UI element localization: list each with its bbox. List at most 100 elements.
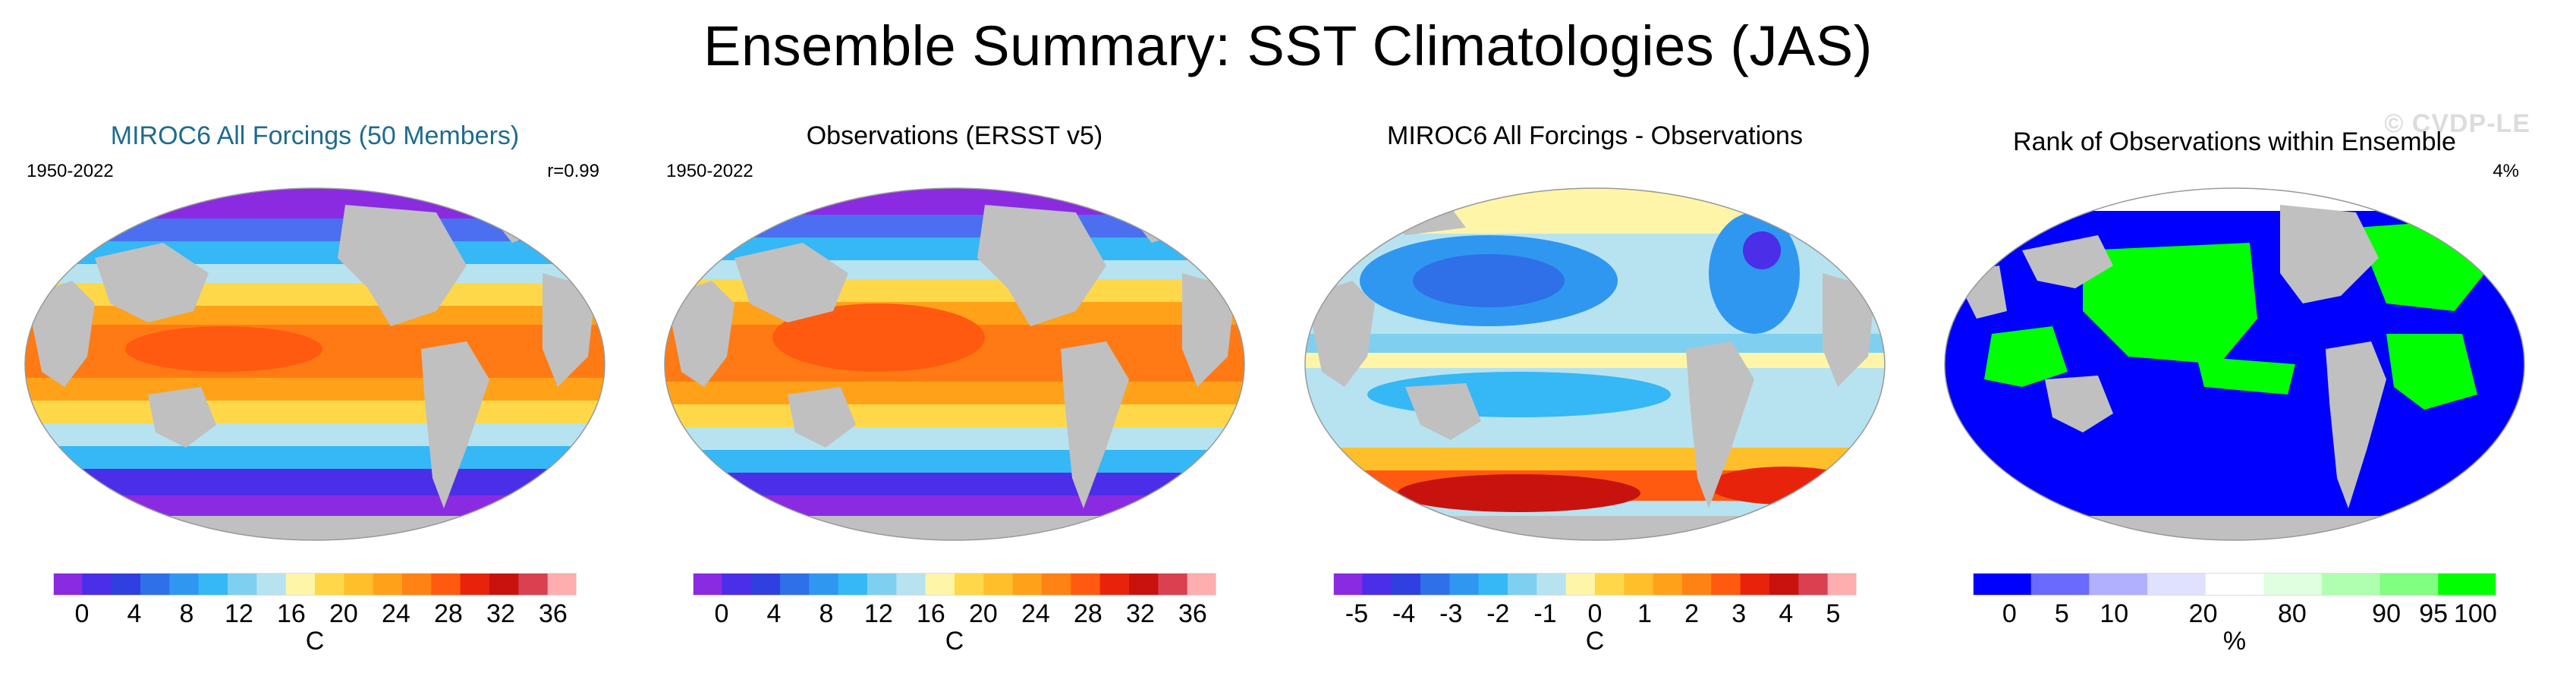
colorbar-swatch <box>2147 573 2206 596</box>
colorbar-unit: C <box>1585 627 1605 656</box>
colorbar-swatch <box>1449 573 1480 596</box>
panel-observations-climatology: Observations (ERSST v5) 1950-2022 <box>651 114 1258 675</box>
colorbar-swatch <box>722 573 752 596</box>
colorbar-border <box>1973 573 2496 596</box>
colorbar-tick-label: 95 <box>2419 599 2449 628</box>
colorbar-swatch <box>2322 573 2381 596</box>
colorbar-tick-label: 36 <box>539 599 568 628</box>
colorbar-swatch <box>867 573 897 596</box>
colorbar-swatch <box>1391 573 1421 596</box>
panel-title: MIROC6 All Forcings - Observations <box>1387 121 1803 150</box>
colorbar-tick-label: 32 <box>1126 599 1155 628</box>
colorbar-tick-label: 16 <box>277 599 306 628</box>
colorbar <box>1333 573 1857 596</box>
colorbar-swatch <box>2438 573 2496 596</box>
colorbar-swatch <box>1973 573 2032 596</box>
colorbar-border <box>53 573 577 596</box>
colorbar-swatch <box>1420 573 1450 596</box>
colorbar-swatch <box>780 573 810 596</box>
colorbar <box>53 573 577 596</box>
period-label: 1950-2022 <box>27 161 114 181</box>
colorbar-swatch <box>838 573 868 596</box>
colorbar-swatch <box>983 573 1014 596</box>
colorbar-tick-label: 5 <box>2054 599 2069 628</box>
colorbar-swatch <box>1565 573 1596 596</box>
colorbar-swatch <box>1740 573 1770 596</box>
colorbar-swatch <box>1682 573 1712 596</box>
colorbar-tick-label: 8 <box>179 599 194 628</box>
colorbar-swatch <box>1129 573 1159 596</box>
colorbar-tick-label: 3 <box>1731 599 1747 628</box>
colorbar-tick-label: 20 <box>2188 599 2218 628</box>
colorbar-swatch <box>955 573 984 596</box>
colorbar-swatch <box>1478 573 1508 596</box>
colorbar-border <box>1333 573 1857 596</box>
colorbar-tick-label: 5 <box>1826 599 1841 628</box>
colorbar-swatch <box>1798 573 1829 596</box>
colorbar-swatch <box>1158 573 1188 596</box>
colorbar-tick-label: 12 <box>225 599 253 628</box>
sst-map <box>24 187 605 541</box>
colorbar-tick-label: 0 <box>74 599 90 628</box>
colorbar-swatch <box>2379 573 2439 596</box>
rank-map <box>1944 187 2525 541</box>
colorbar-unit: % <box>2222 627 2247 656</box>
colorbar-swatch <box>547 573 577 596</box>
colorbar-swatch <box>1769 573 1799 596</box>
panel-title: Rank of Observations within Ensemble <box>2013 127 2456 156</box>
colorbar-swatch <box>2089 573 2148 596</box>
colorbar-tick-label: 24 <box>382 599 410 628</box>
colorbar-tick-label: 100 <box>2454 599 2497 628</box>
colorbar-tick-label: 28 <box>1074 599 1102 628</box>
colorbar-swatch <box>228 573 257 596</box>
colorbar-swatch <box>1508 573 1537 596</box>
colorbar-unit: C <box>305 627 325 656</box>
colorbar-tick-label: 90 <box>2372 599 2401 628</box>
colorbar-swatch <box>925 573 955 596</box>
colorbar-swatch <box>1333 573 1363 596</box>
colorbar-swatch <box>1071 573 1101 596</box>
colorbar-unit: C <box>945 627 964 656</box>
colorbar-swatch <box>169 573 200 596</box>
colorbar-tick-label: 32 <box>486 599 515 628</box>
correlation-label: r=0.99 <box>547 161 599 181</box>
colorbar-swatch <box>1536 573 1567 596</box>
colorbar-swatch <box>53 573 83 596</box>
colorbar-swatch <box>1187 573 1216 596</box>
colorbar-swatch <box>344 573 374 596</box>
colorbar-swatch <box>198 573 228 596</box>
colorbar-tick-label: 0 <box>2002 599 2017 628</box>
watermark: © CVDP-LE <box>2384 109 2530 138</box>
colorbar-swatch <box>2205 573 2264 596</box>
colorbar-border <box>693 573 1216 596</box>
colorbar-swatch <box>402 573 432 596</box>
colorbar-swatch <box>111 573 141 596</box>
colorbar-swatch <box>2263 573 2323 596</box>
colorbar-swatch <box>518 573 549 596</box>
rank-percent-label: 4% <box>2493 161 2519 181</box>
colorbar-swatch <box>256 573 287 596</box>
colorbar-tick-label: -2 <box>1486 599 1510 628</box>
panel-model-climatology: MIROC6 All Forcings (50 Members) 1950-20… <box>11 114 618 675</box>
colorbar-tick-label: -3 <box>1439 599 1463 628</box>
colorbar-swatch <box>1827 573 1857 596</box>
colorbar-swatch <box>1362 573 1392 596</box>
colorbar-tick-label: -5 <box>1345 599 1369 628</box>
colorbar-tick-label: 80 <box>2277 599 2307 628</box>
colorbar-swatch <box>431 573 461 596</box>
colorbar-tick-label: 24 <box>1021 599 1050 628</box>
colorbar-swatch <box>1099 573 1130 596</box>
colorbar-tick-label: 20 <box>329 599 358 628</box>
colorbar-tick-label: 0 <box>1587 599 1603 628</box>
panel-rank: © CVDP-LE Rank of Observations within En… <box>1931 109 2538 675</box>
colorbar-tick-label: 8 <box>819 599 834 628</box>
colorbar-tick-label: 4 <box>766 599 782 628</box>
panel-difference: MIROC6 All Forcings - Observations <box>1291 114 1898 675</box>
colorbar-tick-label: 4 <box>127 599 142 628</box>
colorbar <box>693 573 1216 596</box>
colorbar-tick-label: 4 <box>1779 599 1794 628</box>
colorbar-swatch <box>460 573 490 596</box>
colorbar-swatch <box>809 573 839 596</box>
colorbar-swatch <box>1711 573 1741 596</box>
period-label: 1950-2022 <box>666 161 753 181</box>
